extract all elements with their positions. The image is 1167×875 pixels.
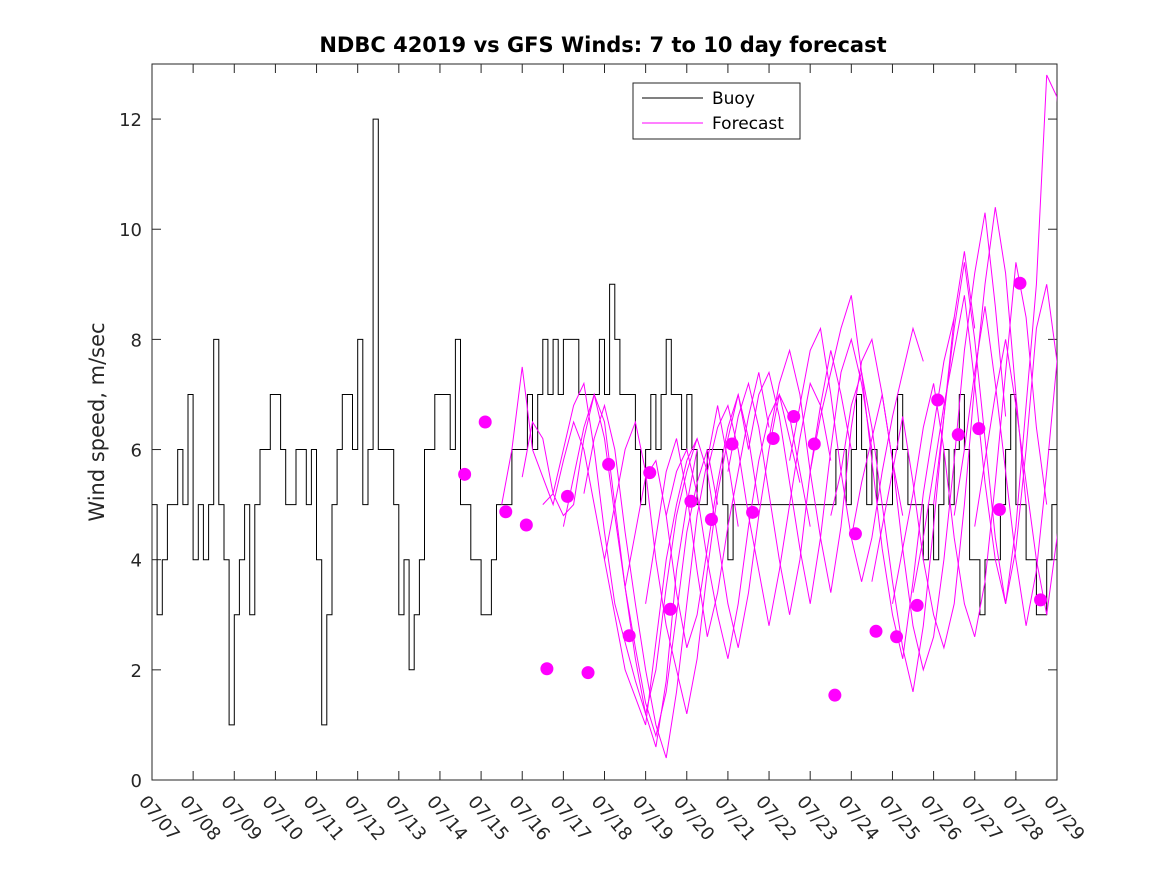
forecast-run-line: [912, 284, 1057, 604]
forecast-marker: [458, 467, 472, 481]
forecast-run-line: [604, 394, 749, 715]
forecast-run-line: [789, 326, 924, 582]
forecast-run-line: [583, 403, 739, 759]
forecast-run-line: [706, 381, 832, 626]
y-tick-label: 12: [119, 110, 142, 131]
forecast-marker: [828, 688, 842, 702]
forecast-run-line: [850, 212, 1007, 672]
forecast-marker: [972, 422, 986, 436]
forecast-marker: [540, 662, 554, 676]
forecast-marker: [581, 666, 595, 680]
forecast-marker: [869, 624, 883, 638]
legend-label: Forecast: [712, 114, 784, 134]
forecast-marker: [560, 489, 574, 503]
forecast-marker: [684, 494, 698, 508]
forecast-marker: [910, 598, 924, 612]
forecast-marker: [663, 602, 677, 616]
forecast-marker: [807, 437, 821, 451]
forecast-marker: [992, 503, 1006, 517]
forecast-marker: [766, 432, 780, 446]
forecast-run-line: [953, 306, 1057, 626]
forecast-marker: [787, 409, 801, 423]
forecast-marker: [951, 428, 965, 442]
y-tick-label: 0: [131, 771, 142, 792]
forecast-marker: [931, 393, 945, 407]
forecast-marker: [622, 629, 636, 643]
forecast-run-line: [809, 295, 955, 659]
forecast-marker: [848, 527, 862, 541]
plot-area: 02468101207/0707/0807/0907/1007/1107/120…: [119, 63, 1089, 845]
forecast-run-line: [892, 262, 1048, 637]
forecast-marker: [746, 505, 760, 519]
forecast-run-line: [830, 251, 976, 693]
forecast-marker: [1034, 593, 1048, 607]
y-tick-label: 2: [131, 661, 142, 682]
forecast-marker: [1013, 276, 1027, 290]
chart-title: NDBC 42019 vs GFS Winds: 7 to 10 day for…: [319, 33, 886, 57]
forecast-run-line: [933, 74, 1057, 604]
forecast-run-line: [727, 350, 852, 615]
forecast-run-line: [974, 339, 1057, 615]
buoy-series-line: [152, 118, 1057, 726]
forecast-marker: [499, 505, 513, 519]
y-axis-label: Wind speed, m/sec: [85, 322, 109, 521]
y-tick-label: 4: [131, 551, 142, 572]
y-tick-label: 10: [119, 220, 142, 241]
forecast-marker: [643, 466, 657, 480]
forecast-marker: [890, 630, 904, 644]
forecast-marker: [725, 437, 739, 451]
legend-box: [632, 82, 801, 140]
forecast-run-line: [645, 372, 770, 637]
forecast-marker: [704, 512, 718, 526]
forecast-run-line: [748, 337, 873, 604]
forecast-run-line: [768, 337, 904, 593]
y-tick-label: 6: [131, 441, 142, 462]
series-group: [152, 74, 1057, 759]
legend-label: Buoy: [712, 89, 755, 109]
forecast-marker: [519, 518, 533, 532]
forecast-run-line: [501, 366, 688, 726]
forecast-marker: [602, 457, 616, 471]
forecast-marker: [478, 415, 492, 429]
y-tick-label: 8: [131, 330, 142, 351]
forecast-run-line: [871, 207, 1027, 650]
